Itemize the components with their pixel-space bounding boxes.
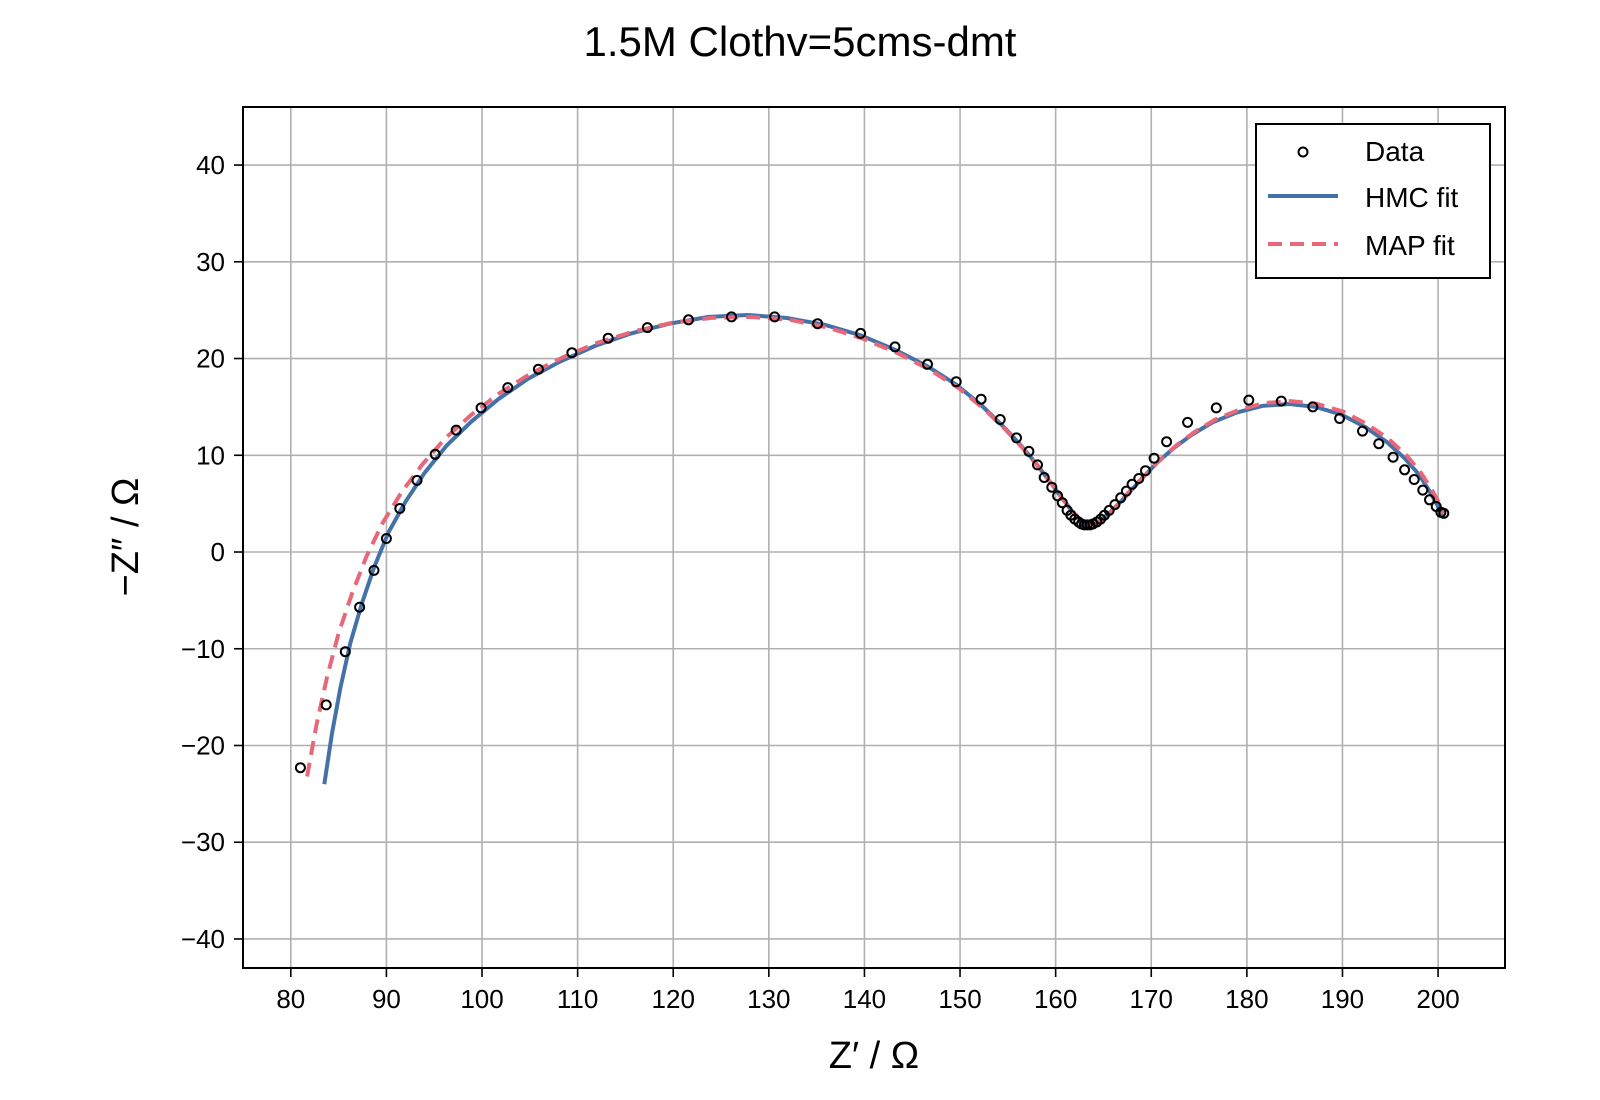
data-point bbox=[1307, 401, 1319, 413]
data-point bbox=[1011, 432, 1022, 444]
data-point bbox=[1056, 497, 1068, 509]
plot-area bbox=[294, 311, 1450, 785]
data-point bbox=[502, 382, 514, 394]
data-point bbox=[641, 322, 653, 334]
y-tick-label: 30 bbox=[196, 247, 225, 277]
data-point bbox=[1126, 478, 1138, 490]
data-point bbox=[769, 311, 781, 323]
data-point bbox=[1357, 425, 1368, 437]
legend-label-map: MAP fit bbox=[1365, 230, 1455, 261]
x-tick-label: 200 bbox=[1416, 984, 1459, 1014]
x-tick-label: 160 bbox=[1034, 984, 1077, 1014]
map-fit-line bbox=[305, 314, 1445, 777]
data-point bbox=[1275, 395, 1287, 407]
chart-title: 1.5M Clothv=5cms-dmt bbox=[584, 18, 1017, 65]
x-tick-label: 170 bbox=[1130, 984, 1173, 1014]
x-tick-label: 80 bbox=[276, 984, 305, 1014]
y-tick-label: 20 bbox=[196, 344, 225, 374]
data-point bbox=[1115, 492, 1127, 504]
legend-label-hmc: HMC fit bbox=[1365, 182, 1459, 213]
data-point bbox=[429, 448, 441, 460]
x-tick-label: 100 bbox=[460, 984, 503, 1014]
data-point bbox=[1023, 445, 1035, 457]
y-tick-label: −30 bbox=[181, 827, 225, 857]
x-tick-label: 140 bbox=[843, 984, 886, 1014]
data-point bbox=[1243, 394, 1255, 406]
x-axis-label: Z′ / Ω bbox=[829, 1035, 919, 1077]
x-tick-label: 110 bbox=[557, 984, 598, 1014]
data-point bbox=[1109, 499, 1121, 511]
hmc-fit-line bbox=[322, 313, 1444, 785]
data-point bbox=[1399, 464, 1411, 476]
x-tick-label: 90 bbox=[372, 984, 401, 1014]
x-tick-label: 130 bbox=[747, 984, 790, 1014]
data-point bbox=[339, 646, 351, 658]
data-point bbox=[1103, 504, 1115, 516]
legend-data-marker bbox=[1297, 146, 1309, 158]
y-tick-label: −40 bbox=[181, 924, 225, 954]
y-tick-label: −10 bbox=[181, 634, 225, 664]
data-point bbox=[1120, 485, 1132, 497]
data-point bbox=[1038, 472, 1050, 483]
data-point bbox=[1133, 473, 1145, 484]
data-point bbox=[602, 332, 614, 344]
data-point bbox=[1182, 416, 1194, 428]
data-point bbox=[1438, 507, 1450, 519]
data-point bbox=[1032, 459, 1043, 471]
data-point bbox=[368, 564, 380, 576]
data-point bbox=[1417, 484, 1429, 496]
data-point bbox=[1161, 436, 1173, 448]
legend-label-data: Data bbox=[1365, 136, 1425, 167]
data-point bbox=[394, 503, 406, 514]
y-tick-label: 0 bbox=[211, 537, 225, 567]
x-tick-label: 150 bbox=[938, 984, 981, 1014]
plot-frame bbox=[242, 106, 1506, 969]
y-axis-label: −Z″ / Ω bbox=[105, 478, 147, 597]
data-point bbox=[566, 347, 578, 359]
data-point bbox=[450, 424, 462, 436]
axis-ticks: 80 90 100 110 120 130 140 150 160 170 180 190 200−40… bbox=[181, 150, 1460, 1014]
data-point bbox=[889, 341, 901, 353]
data-point bbox=[975, 393, 987, 405]
data-point bbox=[380, 533, 392, 544]
data-point bbox=[411, 474, 423, 486]
data-point bbox=[1373, 438, 1385, 450]
data-point bbox=[1046, 481, 1058, 493]
data-point bbox=[1408, 474, 1420, 485]
data-point bbox=[354, 601, 366, 613]
x-tick-label: 120 bbox=[652, 984, 695, 1014]
data-point bbox=[294, 762, 306, 774]
data-point bbox=[320, 699, 332, 711]
data-point bbox=[1148, 452, 1160, 464]
data-point bbox=[1387, 451, 1399, 463]
data-point bbox=[812, 318, 824, 330]
data-point bbox=[922, 358, 933, 370]
data-point bbox=[1140, 465, 1151, 477]
data-point bbox=[475, 402, 487, 414]
data-point bbox=[855, 327, 867, 339]
legend-box bbox=[1255, 123, 1491, 279]
data-point bbox=[726, 311, 737, 323]
x-tick-label: 190 bbox=[1321, 984, 1364, 1014]
data-point bbox=[1210, 402, 1222, 414]
y-tick-label: 40 bbox=[196, 150, 225, 180]
data-point bbox=[683, 314, 694, 326]
data-point bbox=[532, 363, 544, 375]
y-tick-label: 10 bbox=[196, 440, 225, 470]
legend: Data HMC fit MAP fit bbox=[1255, 123, 1491, 279]
data-point bbox=[994, 414, 1006, 425]
data-point bbox=[1424, 494, 1435, 506]
x-tick-label: 180 bbox=[1225, 984, 1268, 1014]
data-point bbox=[950, 376, 962, 388]
y-tick-label: −20 bbox=[181, 730, 225, 760]
data-point bbox=[1334, 413, 1346, 424]
